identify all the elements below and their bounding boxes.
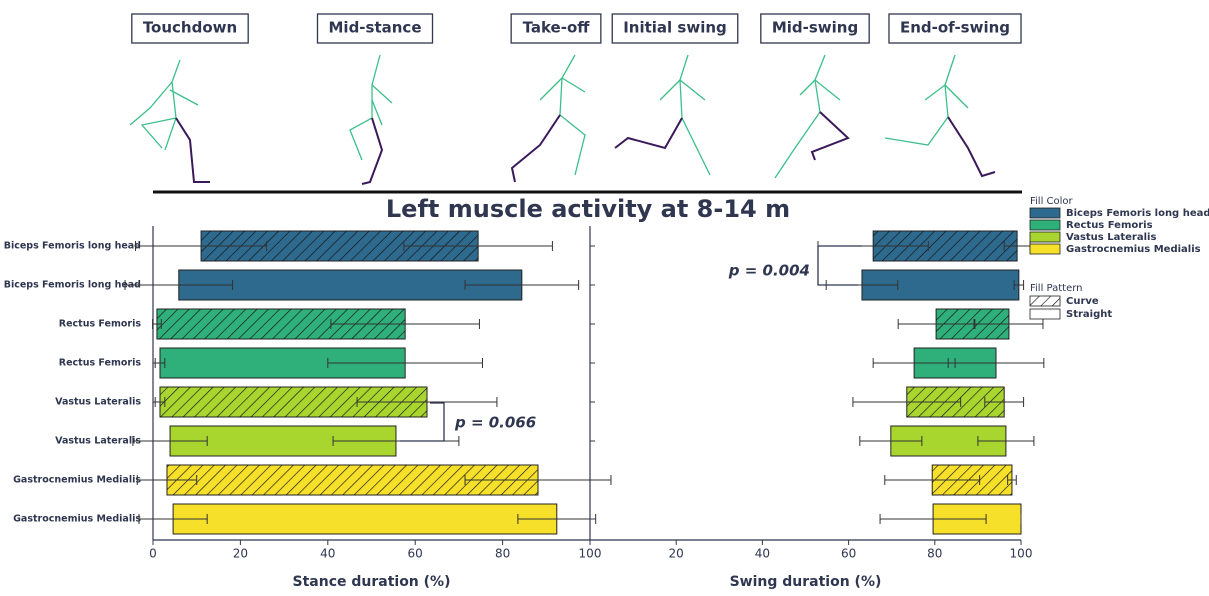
phase-box [131, 13, 249, 44]
y-tick-label: Gastrocnemius Medialis [13, 475, 141, 486]
legend-swatch [1029, 308, 1061, 320]
x-axis-label: Stance duration (%) [293, 574, 451, 590]
y-tick-label: Rectus Femoris [59, 358, 142, 369]
bar [172, 503, 558, 535]
legend-title: Fill Pattern [1030, 283, 1083, 294]
legend-swatch [1029, 231, 1061, 243]
x-tick-label: 80 [927, 547, 942, 561]
phase-label: Mid-swing [772, 19, 858, 37]
legend-swatch [1029, 295, 1061, 307]
x-tick-label: 40 [755, 547, 770, 561]
x-tick-label: 0 [149, 547, 157, 561]
phase-box [888, 13, 1022, 44]
bracket [400, 402, 445, 442]
annotation: p = 0.066 [454, 414, 536, 432]
stick-figures [129, 54, 996, 185]
y-tick-label: Biceps Femoris long head [4, 280, 141, 291]
x-tick-label: 100 [1010, 547, 1033, 561]
annotation: p = 0.004 [728, 262, 810, 280]
phase-box [760, 13, 870, 44]
legend-swatch [1029, 207, 1061, 219]
legend-label: Rectus Femoris [1066, 220, 1153, 231]
y-tick-label: Rectus Femoris [59, 319, 142, 330]
bracket [817, 245, 862, 286]
legend-swatch [1029, 219, 1061, 231]
legend-label: Vastus Lateralis [1066, 232, 1156, 243]
phase-label: Take-off [523, 19, 591, 37]
x-tick-label: 60 [841, 547, 856, 561]
y-tick-label: Vastus Lateralis [55, 436, 141, 447]
phase-label: Initial swing [623, 19, 727, 37]
x-axis-label: Swing duration (%) [730, 574, 882, 590]
x-tick-label: 20 [669, 547, 684, 561]
y-tick-label: Gastrocnemius Medialis [13, 514, 141, 525]
legend-swatch [1029, 243, 1061, 255]
legend-label: Gastrocnemius Medialis [1066, 244, 1201, 255]
legend-label: Curve [1066, 296, 1099, 307]
x-tick-label: 60 [408, 547, 423, 561]
x-tick-label: 40 [320, 547, 335, 561]
x-tick-label: 80 [495, 547, 510, 561]
legend-label: Straight [1066, 309, 1112, 320]
x-tick-label: 100 [579, 547, 602, 561]
y-tick-label: Vastus Lateralis [55, 397, 141, 408]
phase-box [611, 13, 739, 44]
phase-label: Touchdown [143, 19, 237, 37]
phase-box [316, 13, 434, 44]
y-tick-label: Biceps Femoris long head [4, 241, 141, 252]
legend-title: Fill Color [1030, 196, 1074, 207]
x-tick-label: 20 [233, 547, 248, 561]
legend-label: Biceps Femoris long head [1066, 208, 1209, 219]
phase-label: End-of-swing [900, 19, 1010, 37]
phase-label: Mid-stance [329, 19, 422, 37]
chart-title: Left muscle activity at 8-14 m [386, 195, 790, 223]
phase-box [510, 13, 602, 44]
